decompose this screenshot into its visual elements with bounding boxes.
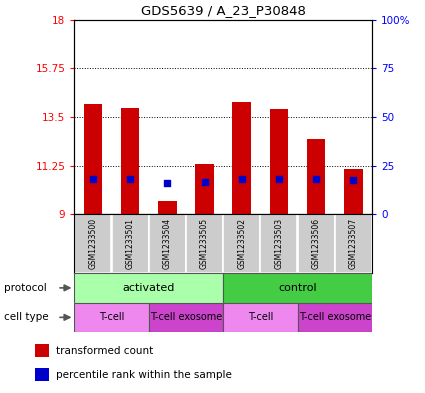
Bar — [158, 201, 177, 214]
Bar — [186, 214, 223, 273]
Bar — [112, 214, 149, 273]
Bar — [223, 214, 260, 273]
Text: T-cell: T-cell — [248, 312, 273, 322]
Text: GSM1233507: GSM1233507 — [349, 218, 358, 269]
Point — [127, 176, 133, 182]
Point — [275, 176, 282, 182]
Bar — [298, 214, 334, 273]
Bar — [35, 368, 49, 381]
Text: activated: activated — [122, 283, 175, 293]
Text: control: control — [278, 283, 317, 293]
Text: transformed count: transformed count — [56, 345, 153, 356]
Bar — [232, 102, 251, 214]
Point — [201, 178, 208, 185]
Text: T-cell exosome: T-cell exosome — [298, 312, 371, 322]
Bar — [269, 109, 288, 214]
Text: percentile rank within the sample: percentile rank within the sample — [56, 369, 232, 380]
Text: cell type: cell type — [4, 312, 49, 322]
Bar — [149, 214, 186, 273]
Bar — [335, 214, 372, 273]
Bar — [149, 303, 223, 332]
Bar — [195, 164, 214, 214]
Bar — [298, 303, 372, 332]
Bar — [121, 108, 139, 214]
Title: GDS5639 / A_23_P30848: GDS5639 / A_23_P30848 — [141, 4, 306, 17]
Text: protocol: protocol — [4, 283, 47, 293]
Bar — [74, 214, 111, 273]
Text: GSM1233506: GSM1233506 — [312, 218, 320, 269]
Bar — [307, 139, 326, 214]
Point — [350, 176, 357, 183]
Text: T-cell: T-cell — [99, 312, 124, 322]
Text: GSM1233502: GSM1233502 — [237, 218, 246, 269]
Bar — [74, 273, 223, 303]
Bar — [261, 214, 297, 273]
Bar — [35, 344, 49, 357]
Text: GSM1233505: GSM1233505 — [200, 218, 209, 269]
Text: GSM1233504: GSM1233504 — [163, 218, 172, 269]
Point — [238, 176, 245, 182]
Text: GSM1233503: GSM1233503 — [275, 218, 283, 269]
Point — [164, 180, 171, 186]
Bar — [74, 303, 149, 332]
Text: GSM1233501: GSM1233501 — [126, 218, 135, 269]
Text: T-cell exosome: T-cell exosome — [150, 312, 222, 322]
Bar — [84, 104, 102, 214]
Text: GSM1233500: GSM1233500 — [88, 218, 97, 269]
Bar — [223, 273, 372, 303]
Point — [90, 176, 96, 182]
Point — [313, 176, 320, 183]
Bar — [223, 303, 298, 332]
Bar — [344, 169, 363, 214]
